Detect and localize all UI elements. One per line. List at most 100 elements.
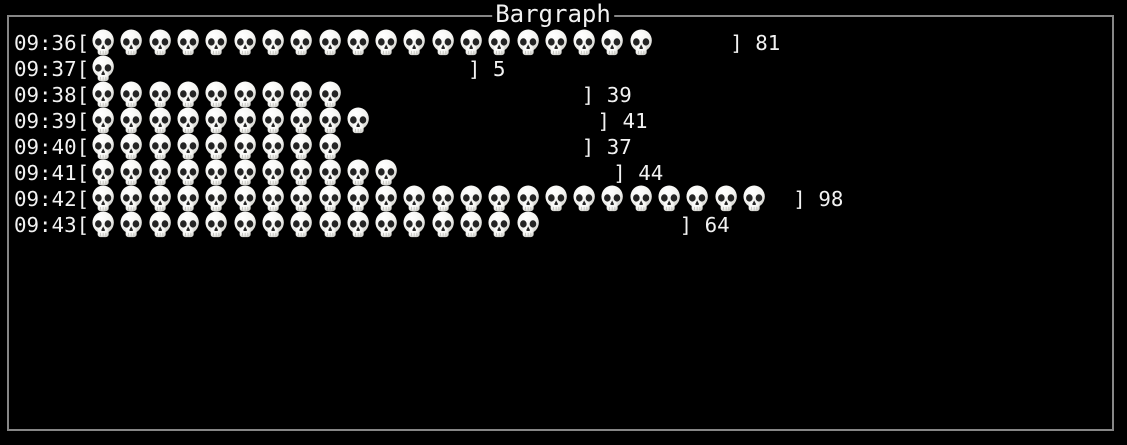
skull-icon (92, 55, 114, 81)
skull-icon (318, 211, 341, 237)
skull-icon (92, 133, 114, 159)
skull-icon (318, 29, 341, 55)
skull-icon (375, 159, 397, 185)
skull-icon (290, 29, 313, 55)
bar-row: 09:37[] 5 (14, 55, 843, 83)
skull-icon (290, 159, 313, 185)
bar-close-bracket: ] (679, 213, 693, 237)
skull-icon (149, 29, 171, 55)
skull-icon (743, 185, 765, 211)
skull-icon (601, 29, 624, 55)
skull-icon (630, 29, 652, 55)
row-time-label: 09:43 (14, 213, 77, 237)
skull-icon (347, 159, 369, 185)
row-time-label: 09:37 (14, 57, 77, 81)
skull-icon (92, 29, 114, 55)
bar-row: 09:42[] 98 (14, 185, 844, 213)
skull-icon (545, 185, 567, 211)
bar-value: 44 (638, 161, 664, 185)
skull-icon (488, 185, 511, 211)
bar-open-bracket: [ (76, 135, 90, 159)
skull-icon (262, 107, 284, 133)
row-time-label: 09:42 (14, 187, 77, 211)
skull-icon (318, 81, 341, 107)
skull-icon (92, 159, 114, 185)
skull-icon (234, 29, 256, 55)
skull-icon (177, 81, 199, 107)
skull-icon (488, 29, 511, 55)
bar-value: 5 (493, 57, 506, 81)
bar-padding (344, 147, 582, 148)
bar-row: 09:39[] 41 (14, 107, 843, 135)
bar-open-bracket: [ (76, 213, 90, 237)
skull-icon (262, 81, 284, 107)
skull-icon (460, 211, 482, 237)
skull-icon (318, 159, 341, 185)
bar-value: 39 (606, 83, 632, 107)
skull-icon (347, 211, 369, 237)
skull-icon (177, 185, 199, 211)
bar-symbol-run (89, 55, 117, 83)
skull-icon (262, 159, 284, 185)
bar-value: 98 (818, 187, 844, 211)
skull-icon (290, 107, 313, 133)
skull-icon (262, 133, 284, 159)
skull-icon (205, 81, 228, 107)
skull-icon (205, 159, 228, 185)
skull-icon (347, 185, 369, 211)
row-time-label: 09:39 (14, 109, 77, 133)
skull-icon (318, 107, 341, 133)
skull-icon (120, 81, 143, 107)
skull-icon (432, 29, 454, 55)
skull-icon (120, 29, 143, 55)
bar-padding (372, 121, 597, 122)
skull-icon (234, 159, 256, 185)
bar-open-bracket: [ (76, 57, 90, 81)
row-time-label: 09:41 (14, 161, 77, 185)
skull-icon (205, 211, 228, 237)
skull-icon (573, 185, 596, 211)
skull-icon (120, 107, 143, 133)
skull-icon (573, 29, 596, 55)
skull-icon (149, 185, 171, 211)
bar-open-bracket: [ (76, 83, 90, 107)
bar-padding (655, 43, 730, 44)
skull-icon (149, 211, 171, 237)
skull-icon (432, 211, 454, 237)
skull-icon (545, 29, 567, 55)
skull-icon (601, 185, 624, 211)
bar-symbol-run (89, 107, 372, 135)
bar-close-bracket: ] (613, 161, 626, 185)
bar-row: 09:38[] 39 (14, 81, 843, 108)
chart-title: Bargraph (492, 2, 614, 26)
bar-symbol-run (89, 133, 344, 161)
skull-icon (460, 185, 482, 211)
skull-icon (120, 159, 143, 185)
bar-value: 81 (755, 31, 781, 55)
bar-value: 37 (606, 135, 632, 159)
bar-padding (344, 95, 582, 96)
bar-close-bracket: ] (730, 31, 743, 55)
skull-icon (403, 211, 426, 237)
bargraph-rows: 09:36[] 81 09:37[] 5 09:38[] 39 09:39[] 41 09:40… (14, 29, 844, 238)
skull-icon (234, 185, 256, 211)
skull-icon (177, 159, 199, 185)
bar-padding (117, 69, 468, 70)
skull-icon (149, 81, 171, 107)
skull-icon (488, 211, 511, 237)
skull-icon (234, 211, 256, 237)
skull-icon (205, 29, 228, 55)
bar-close-bracket: ] (581, 135, 595, 159)
bar-value: 64 (704, 213, 730, 237)
row-time-label: 09:38 (14, 83, 77, 107)
skull-icon (347, 29, 369, 55)
skull-icon (460, 29, 482, 55)
bar-close-bracket: ] (597, 109, 610, 133)
skull-icon (120, 211, 143, 237)
skull-icon (205, 107, 228, 133)
skull-icon (658, 185, 680, 211)
row-time-label: 09:36 (14, 31, 77, 55)
bar-symbol-run (89, 185, 768, 213)
skull-icon (347, 107, 369, 133)
skull-icon (177, 133, 199, 159)
